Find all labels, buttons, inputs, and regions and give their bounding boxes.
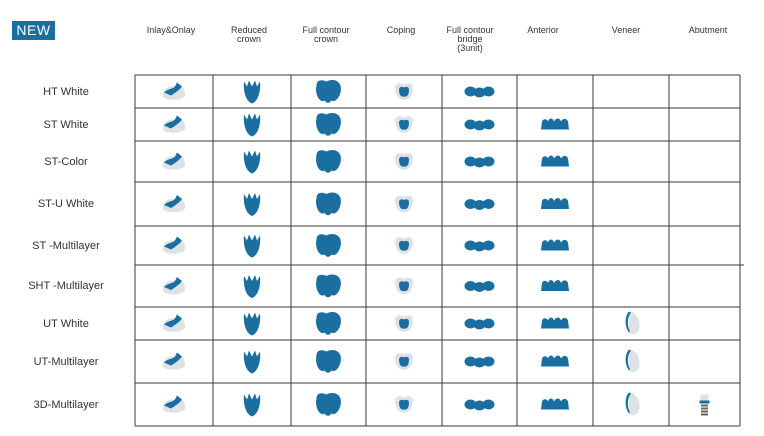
bridge-icon [464, 399, 495, 411]
anterior-icon [541, 155, 569, 167]
full-contour-crown-icon [316, 393, 341, 416]
column-header-abutment: Abutment [688, 25, 728, 35]
full-contour-crown-icon [316, 234, 341, 257]
full-contour-crown-icon [316, 113, 341, 136]
inlay-onlay-icon [162, 352, 186, 370]
veneer-icon [625, 349, 640, 373]
coping-icon [395, 116, 413, 133]
anterior-icon [541, 118, 569, 130]
reduced-crown-icon [243, 275, 261, 298]
inlay-onlay-icon [162, 82, 186, 100]
full-contour-crown-icon [316, 150, 341, 173]
row-label: ST White [43, 118, 89, 131]
reduced-crown-icon [243, 393, 261, 417]
inlay-onlay-icon [162, 152, 186, 170]
column-header-inlay_onlay: Inlay&Onlay [146, 25, 196, 35]
inlay-onlay-icon [162, 314, 186, 332]
bridge-icon [464, 318, 495, 330]
bridge-icon [464, 156, 495, 168]
reduced-crown-icon [243, 312, 261, 336]
row-label: HT White [43, 85, 89, 98]
inlay-onlay-icon [162, 236, 186, 254]
row-label: ST -Multilayer [32, 239, 100, 252]
bridge-icon [464, 199, 495, 210]
bridge-icon [464, 356, 495, 368]
bridge-icon [464, 119, 495, 131]
inlay-onlay-icon [162, 195, 186, 213]
anterior-icon [541, 198, 569, 209]
coping-icon [395, 153, 413, 170]
full-contour-crown-icon [316, 312, 341, 335]
column-header-reduced_crown: Reduced [230, 25, 268, 35]
anterior-icon [541, 355, 569, 367]
inlay-onlay-icon [162, 395, 186, 413]
column-header-full_contour_bridge: Full contour [446, 25, 494, 35]
row-label: UT White [43, 317, 89, 330]
inlay-onlay-icon [162, 277, 186, 295]
row-label: SHT -Multilayer [28, 280, 104, 292]
column-header-veneer: Veneer [611, 25, 641, 35]
column-header-reduced_crown: crown [236, 34, 261, 44]
reduced-crown-icon [243, 193, 261, 216]
column-header-coping: Coping [386, 25, 416, 35]
reduced-crown-icon [243, 113, 261, 137]
row-label: ST-Color [44, 155, 88, 168]
bridge-icon [464, 86, 495, 98]
reduced-crown-icon [243, 80, 261, 104]
bridge-icon [464, 281, 495, 292]
inlay-onlay-icon [162, 115, 186, 133]
coping-icon [395, 237, 413, 254]
row-label: 3D-Multilayer [33, 398, 99, 411]
column-header-full_contour_crown: Full contour [302, 25, 350, 35]
abutment-icon [699, 394, 710, 416]
full-contour-crown-icon [316, 350, 341, 373]
column-header-full_contour_crown: crown [313, 34, 338, 44]
coping-icon [395, 315, 413, 332]
reduced-crown-icon [243, 234, 261, 258]
coping-icon [395, 83, 413, 100]
full-contour-crown-icon [316, 192, 341, 216]
coping-icon [395, 396, 413, 413]
anterior-icon [541, 239, 569, 251]
coping-icon [395, 277, 413, 295]
bridge-icon [464, 240, 495, 252]
new-badge: NEW [12, 21, 55, 40]
anterior-icon [541, 280, 569, 291]
row-label: UT-Multilayer [33, 355, 99, 368]
coping-icon [395, 353, 413, 370]
reduced-crown-icon [243, 350, 261, 374]
column-header-full_contour_bridge: bridge [457, 34, 483, 44]
coping-icon [395, 195, 413, 213]
full-contour-crown-icon [316, 80, 341, 103]
veneer-icon [625, 311, 640, 335]
full-contour-crown-icon [316, 274, 341, 298]
column-header-full_contour_bridge: (3unit) [457, 43, 483, 53]
veneer-icon [625, 392, 640, 416]
anterior-icon [541, 317, 569, 329]
anterior-icon [541, 398, 569, 410]
reduced-crown-icon [243, 150, 261, 174]
column-header-anterior: Anterior [527, 25, 559, 35]
row-label: ST-U White [37, 198, 95, 210]
